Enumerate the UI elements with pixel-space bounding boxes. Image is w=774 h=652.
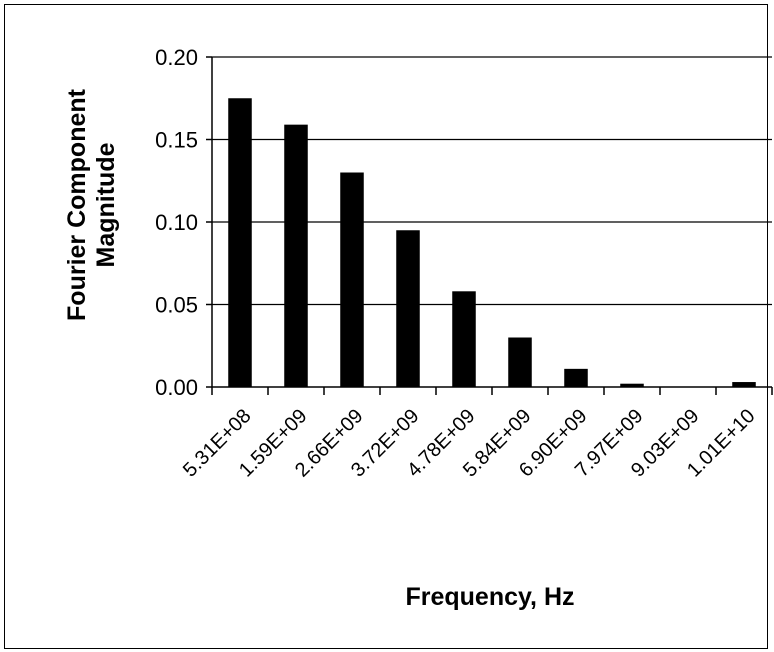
x-tick-labels: 5.31E+081.59E+092.66E+093.72E+094.78E+09… — [179, 405, 760, 482]
bars — [228, 98, 756, 388]
y-tick-label: 0.20 — [155, 45, 198, 70]
bar — [564, 368, 588, 387]
chart-frame — [4, 4, 768, 649]
y-tick-labels: 0.00 0.05 0.10 0.15 0.20 — [155, 45, 198, 400]
bar — [284, 124, 308, 388]
bar — [396, 230, 420, 387]
bar — [340, 172, 364, 387]
bar — [228, 98, 252, 387]
y-tick-label: 0.15 — [155, 128, 198, 153]
bar — [732, 382, 756, 387]
y-tick-label: 0.10 — [155, 210, 198, 235]
bar — [452, 291, 476, 387]
y-axis-title-line-2: Magnitude — [92, 142, 120, 267]
y-tick-label: 0.05 — [155, 293, 198, 318]
y-tick-label: 0.00 — [155, 375, 198, 400]
axes — [211, 57, 773, 395]
bar — [620, 383, 644, 387]
y-axis-title: Fourier Component Magnitude — [63, 88, 120, 321]
x-axis-title: Frequency, Hz — [405, 583, 574, 611]
y-axis-title-line-1: Fourier Component — [63, 88, 91, 321]
bar — [508, 337, 532, 387]
